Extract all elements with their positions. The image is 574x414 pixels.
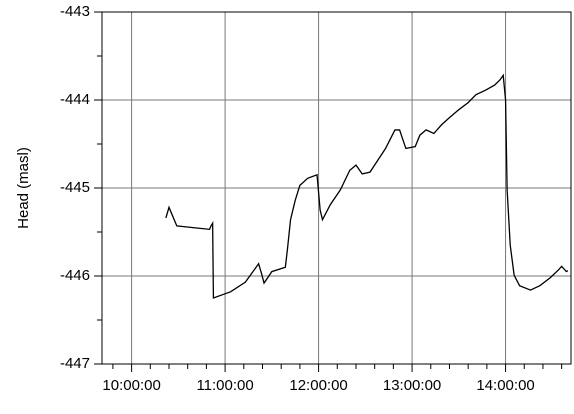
y-tick-label: -445 — [60, 179, 90, 196]
y-tick-label: -443 — [60, 3, 90, 20]
x-tick-label: 11:00:00 — [196, 377, 253, 394]
x-tick-label: 12:00:00 — [289, 377, 347, 394]
y-tick-label: -444 — [60, 91, 90, 108]
y-axis-label: Head (masl) — [15, 147, 32, 229]
x-tick-label: 14:00:00 — [476, 377, 534, 394]
y-tick-label: -446 — [60, 267, 90, 284]
x-tick-label: 10:00:00 — [102, 377, 160, 394]
y-tick-label: -447 — [60, 355, 90, 372]
x-tick-label: 13:00:00 — [383, 377, 441, 394]
plot-frame — [101, 11, 572, 365]
data-line — [165, 73, 569, 299]
